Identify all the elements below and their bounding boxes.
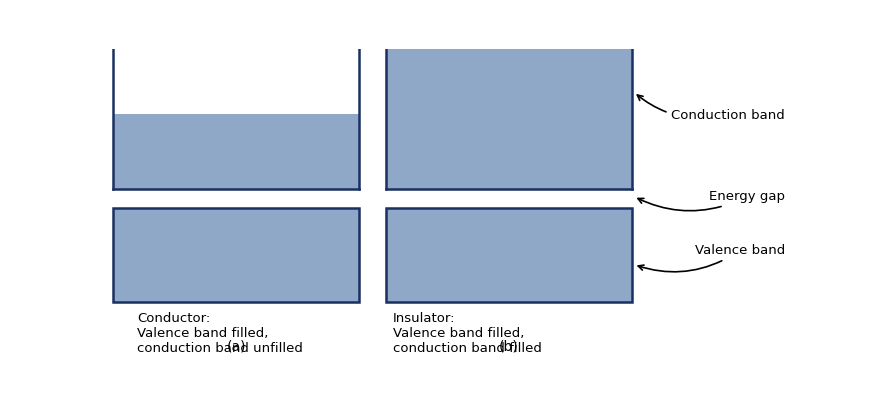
Bar <box>114 208 359 302</box>
Text: Conductor:: Conductor: <box>137 312 210 325</box>
Bar <box>386 208 632 302</box>
Text: Valence band filled,: Valence band filled, <box>137 327 268 340</box>
Bar <box>114 114 359 189</box>
Text: conduction band unfilled: conduction band unfilled <box>137 342 303 356</box>
Bar <box>114 208 359 302</box>
Text: Insulator:: Insulator: <box>393 312 456 325</box>
Text: conduction band filled: conduction band filled <box>393 342 542 356</box>
Text: Valence band filled,: Valence band filled, <box>393 327 524 340</box>
Text: Valence band: Valence band <box>638 244 785 272</box>
Bar <box>386 208 632 302</box>
Bar <box>386 33 632 189</box>
Text: Energy gap: Energy gap <box>638 190 785 211</box>
Text: (b): (b) <box>499 339 519 353</box>
Text: Conduction band: Conduction band <box>637 95 785 122</box>
Bar <box>114 33 359 114</box>
Text: (a): (a) <box>226 339 246 353</box>
